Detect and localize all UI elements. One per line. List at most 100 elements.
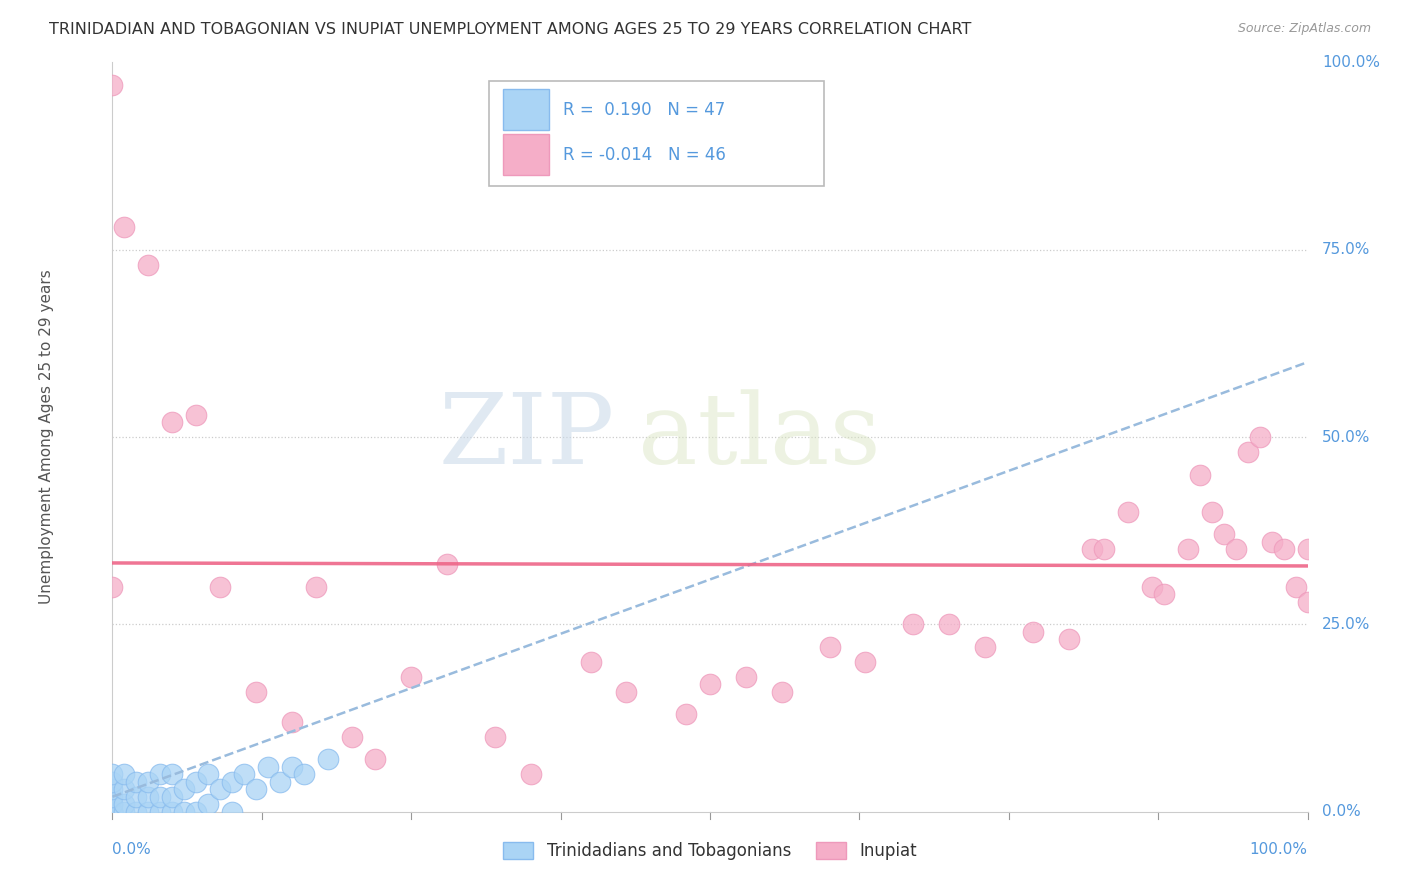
Point (186, 774, 208, 789)
Point (245, 685, 267, 699)
Point (903, 617, 925, 632)
Text: 0.0%: 0.0% (1322, 805, 1361, 819)
Point (197, 767, 219, 781)
Point (101, 805, 124, 819)
Point (316, 752, 339, 766)
Point (149, 805, 172, 819)
Point (1189, 467, 1212, 482)
Point (101, 782, 124, 797)
Point (114, 797, 135, 812)
Point (269, 774, 291, 789)
Point (855, 655, 877, 669)
Point (101, 797, 124, 812)
Point (125, 789, 148, 804)
Point (292, 767, 315, 781)
Point (1057, 632, 1080, 647)
Point (101, 805, 124, 819)
Point (101, 805, 124, 819)
Point (101, 805, 124, 819)
Point (1142, 580, 1164, 594)
Point (818, 640, 841, 654)
Point (1022, 624, 1045, 639)
Point (699, 677, 721, 691)
Point (974, 640, 997, 654)
Point (938, 617, 960, 632)
Point (114, 782, 135, 797)
Point (138, 805, 160, 819)
Point (1153, 587, 1175, 601)
Point (209, 782, 232, 797)
Point (125, 774, 148, 789)
Point (186, 408, 208, 422)
Point (101, 580, 124, 594)
Point (1177, 542, 1199, 557)
Point (114, 220, 135, 235)
Point (101, 78, 124, 92)
Text: 75.0%: 75.0% (1322, 243, 1371, 257)
Point (138, 258, 160, 272)
Legend: Trinidadians and Tobagonians, Inupiat: Trinidadians and Tobagonians, Inupiat (496, 836, 924, 867)
Text: Unemployment Among Ages 25 to 29 years: Unemployment Among Ages 25 to 29 years (39, 269, 55, 605)
Point (520, 767, 543, 781)
Point (436, 558, 458, 572)
Point (186, 805, 208, 819)
Point (101, 797, 124, 812)
Text: ZIP: ZIP (439, 389, 614, 485)
Text: 100.0%: 100.0% (1250, 842, 1308, 856)
Point (101, 805, 124, 819)
Point (1237, 445, 1260, 459)
Point (484, 730, 506, 744)
Point (221, 774, 243, 789)
Point (1285, 580, 1308, 594)
Text: R = -0.014   N = 46: R = -0.014 N = 46 (562, 145, 725, 163)
Point (149, 789, 172, 804)
Point (162, 789, 183, 804)
Point (221, 805, 243, 819)
Point (101, 767, 124, 781)
Text: atlas: atlas (638, 389, 882, 485)
Text: TRINIDADIAN AND TOBAGONIAN VS INUPIAT UNEMPLOYMENT AMONG AGES 25 TO 29 YEARS COR: TRINIDADIAN AND TOBAGONIAN VS INUPIAT UN… (49, 22, 972, 37)
Point (257, 760, 280, 774)
Point (138, 774, 160, 789)
Point (675, 707, 697, 722)
Point (209, 580, 232, 594)
Point (173, 805, 195, 819)
Point (101, 805, 124, 819)
Point (101, 774, 124, 789)
Point (1249, 430, 1271, 444)
Text: 50.0%: 50.0% (1322, 430, 1371, 444)
Point (616, 685, 638, 699)
Point (149, 767, 172, 781)
Point (401, 670, 423, 684)
Point (1272, 542, 1295, 557)
Text: 100.0%: 100.0% (1322, 55, 1379, 70)
Point (101, 805, 124, 819)
Point (162, 805, 183, 819)
Point (173, 782, 195, 797)
Point (281, 714, 304, 729)
Text: 0.0%: 0.0% (112, 842, 152, 856)
Bar (503, 134, 548, 175)
Point (101, 805, 124, 819)
Point (305, 580, 328, 594)
Point (1094, 542, 1116, 557)
Point (1261, 535, 1284, 549)
Point (197, 797, 219, 812)
Point (114, 767, 135, 781)
Point (101, 789, 124, 804)
Point (245, 782, 267, 797)
Point (579, 655, 602, 669)
Point (1296, 542, 1319, 557)
Point (138, 789, 160, 804)
Text: Source: ZipAtlas.com: Source: ZipAtlas.com (1237, 22, 1371, 36)
Point (1296, 595, 1319, 609)
Bar (503, 89, 548, 130)
Point (1201, 505, 1223, 519)
Point (770, 685, 793, 699)
Point (735, 670, 758, 684)
Text: R =  0.190   N = 47: R = 0.190 N = 47 (562, 101, 725, 119)
Point (101, 805, 124, 819)
Point (114, 805, 135, 819)
Point (1118, 505, 1140, 519)
Point (162, 415, 183, 429)
